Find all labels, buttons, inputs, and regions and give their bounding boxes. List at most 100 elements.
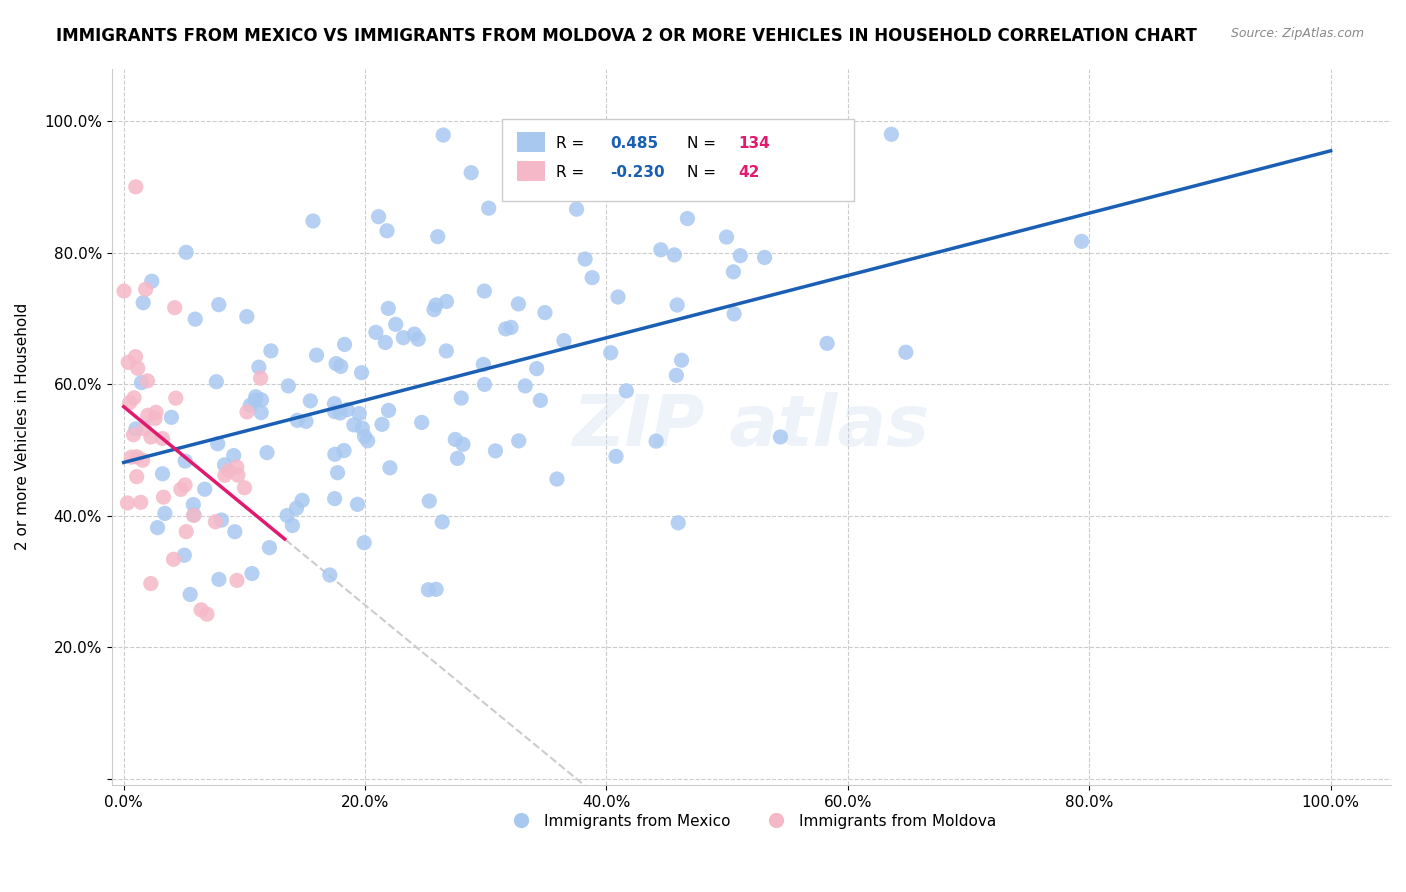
Point bbox=[364, 326, 387, 340]
Point bbox=[418, 582, 440, 597]
Point bbox=[112, 284, 135, 298]
Point bbox=[250, 406, 273, 420]
Point bbox=[377, 403, 399, 417]
Point bbox=[194, 482, 217, 496]
Point bbox=[139, 576, 162, 591]
Text: 42: 42 bbox=[738, 165, 759, 180]
Point bbox=[329, 406, 352, 420]
Point bbox=[529, 393, 551, 408]
Point bbox=[222, 449, 245, 463]
Point bbox=[434, 343, 457, 358]
Point bbox=[183, 508, 205, 522]
Point bbox=[134, 422, 156, 436]
Point bbox=[472, 284, 495, 298]
Point bbox=[256, 445, 278, 459]
Point bbox=[666, 516, 689, 530]
Point bbox=[277, 379, 299, 393]
Point bbox=[323, 491, 346, 506]
Point bbox=[204, 515, 226, 529]
Point bbox=[174, 524, 197, 539]
Point bbox=[160, 410, 183, 425]
Point bbox=[347, 407, 370, 421]
Point bbox=[153, 507, 176, 521]
Point bbox=[250, 392, 273, 407]
Text: IMMIGRANTS FROM MEXICO VS IMMIGRANTS FROM MOLDOVA 2 OR MORE VEHICLES IN HOUSEHOL: IMMIGRANTS FROM MEXICO VS IMMIGRANTS FRO… bbox=[56, 27, 1197, 45]
Point bbox=[184, 312, 207, 326]
Text: N =: N = bbox=[688, 136, 721, 152]
Point bbox=[352, 421, 374, 435]
Point bbox=[174, 245, 197, 260]
Bar bbox=[517, 161, 546, 181]
Point bbox=[163, 301, 186, 315]
Point bbox=[245, 393, 267, 408]
Point bbox=[769, 430, 792, 444]
Point bbox=[136, 409, 159, 423]
Text: R =: R = bbox=[555, 165, 589, 180]
Text: N =: N = bbox=[688, 165, 721, 180]
Text: 134: 134 bbox=[738, 136, 770, 152]
Point bbox=[319, 568, 342, 582]
Point bbox=[117, 496, 139, 510]
Point bbox=[460, 166, 482, 180]
Point bbox=[208, 573, 231, 587]
Text: Source: ZipAtlas.com: Source: ZipAtlas.com bbox=[1230, 27, 1364, 40]
Point bbox=[179, 587, 201, 601]
Point bbox=[605, 450, 627, 464]
Point bbox=[224, 524, 246, 539]
Point bbox=[285, 413, 308, 427]
Point bbox=[574, 252, 596, 266]
Point bbox=[815, 336, 838, 351]
Point bbox=[195, 607, 218, 622]
Point bbox=[484, 443, 506, 458]
Point bbox=[236, 310, 259, 324]
Point bbox=[226, 468, 249, 483]
Point bbox=[295, 414, 318, 428]
Point bbox=[218, 464, 240, 478]
Point bbox=[526, 361, 548, 376]
Point bbox=[754, 251, 776, 265]
Point bbox=[451, 437, 474, 451]
Point bbox=[165, 391, 187, 405]
Point bbox=[152, 432, 174, 446]
Point bbox=[546, 472, 568, 486]
Point bbox=[131, 453, 153, 467]
Point bbox=[323, 447, 346, 461]
Point bbox=[353, 429, 375, 443]
Point bbox=[404, 327, 426, 342]
Point bbox=[723, 265, 745, 279]
Point bbox=[183, 508, 205, 523]
Point bbox=[329, 359, 352, 374]
Point bbox=[226, 574, 249, 588]
Point bbox=[236, 405, 259, 419]
Point bbox=[239, 398, 262, 412]
Point bbox=[446, 451, 468, 466]
Point bbox=[225, 460, 247, 475]
Point bbox=[418, 494, 440, 508]
Point bbox=[249, 371, 271, 385]
Point bbox=[260, 343, 283, 358]
Point bbox=[129, 495, 152, 509]
Point bbox=[350, 366, 373, 380]
Point bbox=[139, 430, 162, 444]
Point bbox=[676, 211, 699, 226]
Point bbox=[508, 434, 530, 448]
Point bbox=[305, 348, 328, 362]
Point bbox=[136, 374, 159, 388]
Point bbox=[374, 335, 396, 350]
Point bbox=[135, 282, 157, 296]
Point bbox=[425, 298, 447, 312]
Point bbox=[146, 521, 169, 535]
Point bbox=[122, 427, 145, 442]
Point bbox=[336, 402, 359, 417]
Point bbox=[645, 434, 668, 449]
Text: ZIP atlas: ZIP atlas bbox=[572, 392, 929, 461]
Point bbox=[716, 230, 738, 244]
Point bbox=[205, 375, 228, 389]
Point bbox=[333, 443, 356, 458]
Point bbox=[650, 243, 672, 257]
Point bbox=[170, 483, 193, 497]
Point bbox=[406, 332, 429, 346]
Point bbox=[508, 297, 530, 311]
Point bbox=[132, 295, 155, 310]
Point bbox=[152, 490, 174, 504]
